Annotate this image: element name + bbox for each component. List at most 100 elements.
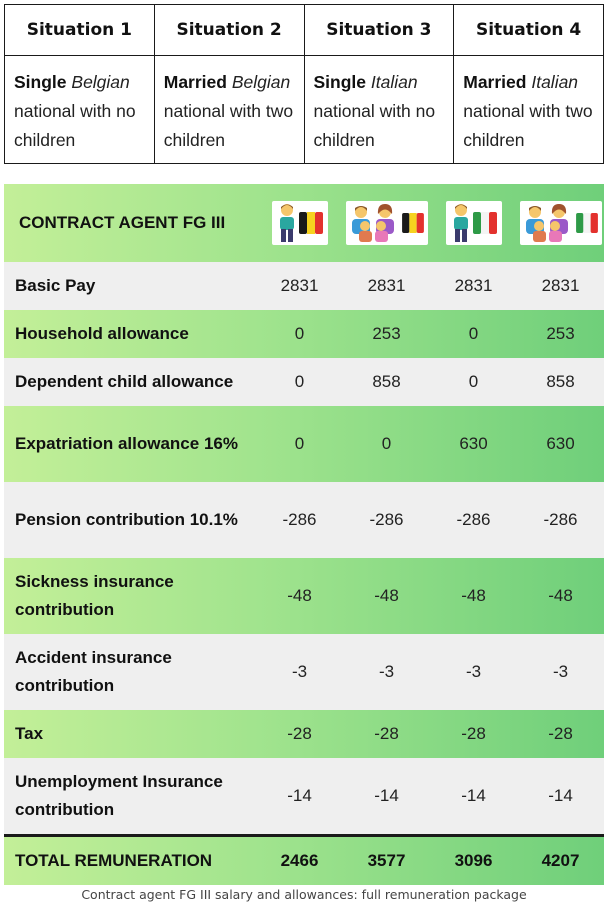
single-person-icon bbox=[280, 204, 294, 242]
table-caption: Contract agent FG III salary and allowan… bbox=[81, 887, 527, 902]
icon-box bbox=[445, 201, 502, 245]
table-row-dependent-child-allowance: Dependent child allowance 0 858 0 858 bbox=[4, 358, 604, 406]
situation-nationality: Belgian bbox=[71, 72, 130, 92]
row-value: -14 bbox=[287, 786, 312, 805]
single-person-icon bbox=[454, 204, 468, 242]
row-label: Dependent child allowance bbox=[15, 372, 234, 391]
row-value: -3 bbox=[291, 662, 308, 681]
table-row-accident-insurance: Accident insurance contribution -3 -3 -3… bbox=[4, 634, 604, 710]
row-value: -286 bbox=[369, 510, 404, 529]
situation-2-description: Married Belgian national with two childr… bbox=[153, 55, 305, 164]
row-label: Tax bbox=[15, 724, 44, 743]
situation-nationality: Italian bbox=[370, 72, 418, 92]
row-value: -286 bbox=[456, 510, 491, 529]
situation-rest: national with two children bbox=[463, 101, 593, 150]
row-value: 858 bbox=[546, 372, 575, 391]
total-value: 3096 bbox=[454, 851, 493, 870]
family-icon bbox=[352, 204, 394, 242]
row-value: -14 bbox=[548, 786, 573, 805]
row-value: -3 bbox=[465, 662, 482, 681]
row-value: 2831 bbox=[541, 276, 580, 295]
row-value: -286 bbox=[282, 510, 317, 529]
remuneration-table: CONTRACT AGENT FG III bbox=[4, 184, 604, 885]
remuneration-header-row: CONTRACT AGENT FG III bbox=[4, 184, 604, 262]
row-value: -14 bbox=[461, 786, 486, 805]
table-row-sickness-insurance: Sickness insurance contribution -48 -48 … bbox=[4, 558, 604, 634]
row-value: -48 bbox=[374, 586, 399, 605]
situation-status: Married bbox=[163, 72, 227, 92]
row-value: 858 bbox=[372, 372, 401, 391]
row-value: -28 bbox=[374, 724, 399, 743]
row-value: 0 bbox=[294, 372, 305, 391]
italy-flag-icon bbox=[473, 212, 497, 234]
table-row-pension-contribution: Pension contribution 10.1% -286 -286 -28… bbox=[4, 482, 604, 558]
table-row-expatriation-allowance: Expatriation allowance 16% 0 0 630 630 bbox=[4, 406, 604, 482]
row-label: Expatriation allowance 16% bbox=[15, 434, 238, 453]
row-label: Pension contribution 10.1% bbox=[15, 510, 238, 529]
situations-header-row: Situation 1 Situation 2 Situation 3 Situ… bbox=[4, 4, 604, 56]
row-value: 0 bbox=[294, 324, 305, 343]
row-value: 630 bbox=[459, 434, 488, 453]
icon-box bbox=[271, 201, 328, 245]
situation-status: Single bbox=[14, 72, 67, 92]
row-value: 0 bbox=[468, 372, 479, 391]
row-value: 2831 bbox=[367, 276, 406, 295]
situation-4-description: Married Italian national with two childr… bbox=[453, 55, 604, 164]
situation-2-icons bbox=[343, 201, 430, 245]
total-value: 3577 bbox=[367, 851, 406, 870]
situation-1-header: Situation 1 bbox=[4, 4, 155, 56]
situation-2-header: Situation 2 bbox=[153, 4, 305, 56]
situation-nationality: Belgian bbox=[231, 72, 291, 92]
table-row-tax: Tax -28 -28 -28 -28 bbox=[4, 710, 604, 758]
table-row-basic-pay: Basic Pay 2831 2831 2831 2831 bbox=[4, 262, 604, 310]
row-value: 630 bbox=[546, 434, 575, 453]
row-value: -28 bbox=[461, 724, 486, 743]
situation-status: Married bbox=[463, 72, 527, 92]
table-row-unemployment-insurance: Unemployment Insurance contribution -14 … bbox=[4, 758, 604, 834]
row-value: -3 bbox=[378, 662, 395, 681]
row-value: 2831 bbox=[454, 276, 493, 295]
row-value: 0 bbox=[381, 434, 392, 453]
situation-3-description: Single Italian national with no children bbox=[303, 55, 455, 164]
situation-4-icons bbox=[517, 201, 604, 245]
situation-status: Single bbox=[313, 72, 367, 92]
situations-description-row: Single Belgian national with no children… bbox=[4, 55, 604, 164]
row-label: Sickness insurance contribution bbox=[15, 572, 174, 619]
situation-nationality: Italian bbox=[531, 72, 579, 92]
icon-box bbox=[519, 201, 602, 245]
situation-3-icons bbox=[430, 201, 517, 245]
situation-3-header: Situation 3 bbox=[303, 4, 455, 56]
row-value: -286 bbox=[543, 510, 578, 529]
row-value: -14 bbox=[374, 786, 399, 805]
row-value: -48 bbox=[461, 586, 486, 605]
table-row-household-allowance: Household allowance 0 253 0 253 bbox=[4, 310, 604, 358]
row-label: Household allowance bbox=[15, 324, 189, 343]
situation-1-icons bbox=[256, 201, 343, 245]
situations-table: Situation 1 Situation 2 Situation 3 Situ… bbox=[4, 4, 604, 164]
situation-4-header: Situation 4 bbox=[453, 4, 604, 56]
row-value: -48 bbox=[548, 586, 573, 605]
row-label: Accident insurance contribution bbox=[15, 648, 172, 695]
total-value: 4207 bbox=[541, 851, 580, 870]
row-value: 2831 bbox=[280, 276, 319, 295]
row-label: Unemployment Insurance contribution bbox=[15, 772, 223, 819]
family-icon bbox=[526, 204, 568, 242]
total-value: 2466 bbox=[280, 851, 319, 870]
row-value: 0 bbox=[294, 434, 305, 453]
row-value: -28 bbox=[287, 724, 312, 743]
belgium-flag-icon bbox=[299, 212, 323, 234]
situation-rest: national with no children bbox=[14, 101, 136, 150]
row-value: 253 bbox=[546, 324, 575, 343]
situation-1-description: Single Belgian national with no children bbox=[4, 55, 155, 164]
icon-box bbox=[345, 201, 428, 245]
row-value: -28 bbox=[548, 724, 573, 743]
row-value: 253 bbox=[372, 324, 401, 343]
table-title: CONTRACT AGENT FG III bbox=[19, 213, 226, 232]
table-row-total-remuneration: TOTAL REMUNERATION 2466 3577 3096 4207 bbox=[4, 834, 604, 885]
situation-rest: national with no children bbox=[313, 101, 436, 150]
row-label: Basic Pay bbox=[15, 276, 96, 295]
situation-rest: national with two children bbox=[163, 101, 294, 150]
total-label: TOTAL REMUNERATION bbox=[15, 851, 213, 870]
row-value: -3 bbox=[552, 662, 569, 681]
italy-flag-icon bbox=[576, 213, 598, 233]
